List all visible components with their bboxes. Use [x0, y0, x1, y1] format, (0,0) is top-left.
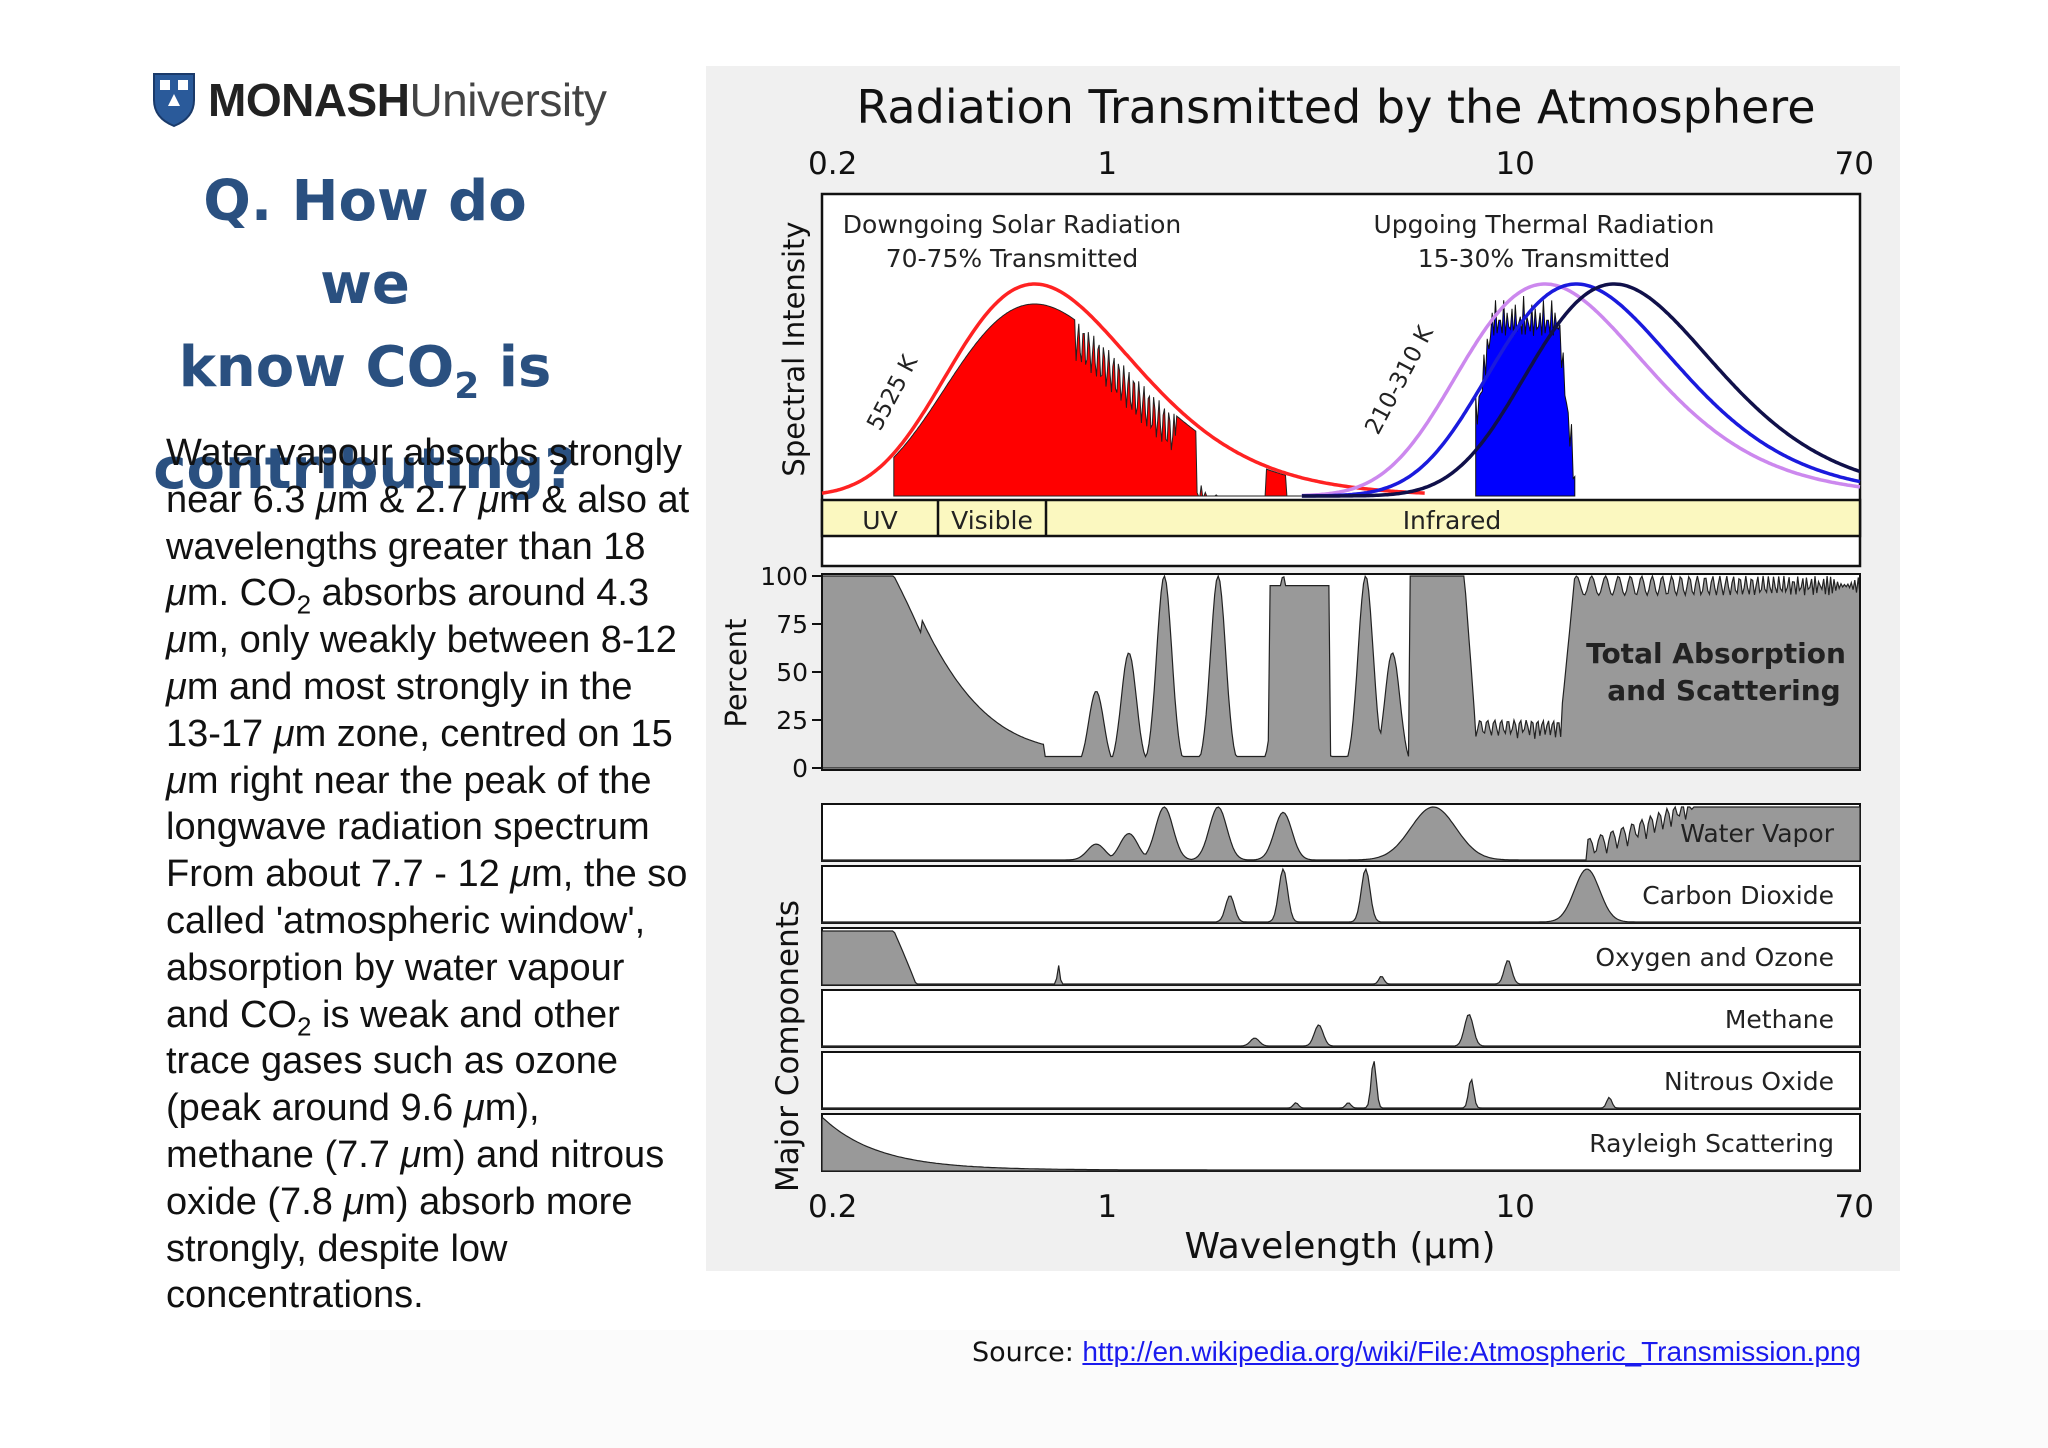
thermal-label-2: 15-30% Transmitted — [1418, 244, 1671, 273]
body-line: strongly, despite low — [166, 1227, 508, 1270]
slide-bottom-shade — [270, 1330, 2048, 1448]
solar-label-2: 70-75% Transmitted — [886, 244, 1139, 273]
percent-tick-label: 25 — [776, 706, 808, 735]
body-line: 13-17 μm zone, centred on 15 — [166, 712, 673, 755]
bottom-tick-label: 10 — [1495, 1189, 1534, 1225]
total-label-2: and Scattering — [1607, 674, 1840, 707]
body-line: longwave radiation spectrum — [166, 806, 650, 849]
component-label: Oxygen and Ozone — [1595, 943, 1834, 972]
component-panel: Carbon Dioxide — [821, 865, 1861, 924]
spectral-intensity-panel: Downgoing Solar Radiation 70-75% Transmi… — [777, 192, 1862, 568]
component-panel: Nitrous Oxide — [821, 1051, 1861, 1110]
component-panel: Methane — [821, 989, 1861, 1048]
major-components-panels: Water Vapor Carbon Dioxide Oxygen and Ozon… — [821, 803, 1861, 1172]
component-frame — [821, 1051, 1861, 1110]
percent-tick-label: 0 — [792, 754, 808, 783]
source-link[interactable]: http://en.wikipedia.org/wiki/File:Atmosp… — [1082, 1336, 1862, 1367]
component-panel: Water Vapor — [821, 803, 1861, 862]
bottom-tick-label: 0.2 — [808, 1189, 857, 1225]
component-absorption-fill — [821, 805, 1861, 862]
percent-tick-label: 75 — [776, 610, 808, 639]
component-absorption-fill — [821, 1061, 1861, 1110]
body-line: called 'atmospheric window', — [166, 899, 646, 942]
bottom-tick-label: 1 — [1097, 1189, 1117, 1225]
spectral-ylabel: Spectral Intensity — [777, 221, 811, 476]
component-frame — [821, 1113, 1861, 1172]
components-ylabel: Major Components — [770, 900, 806, 1192]
body-paragraph: Water vapour absorbs strongly near 6.3 μm… — [166, 430, 721, 1319]
component-absorption-fill — [821, 867, 1861, 924]
body-line: From about 7.7 - 12 μm, the so — [166, 853, 688, 896]
body-line: and CO2 is weak and other — [166, 993, 620, 1042]
component-absorption-fill — [821, 1115, 1861, 1172]
body-line: absorption by water vapour — [166, 946, 625, 989]
component-panel: Oxygen and Ozone — [821, 927, 1861, 986]
component-frame — [821, 927, 1861, 986]
component-label: Nitrous Oxide — [1664, 1067, 1834, 1096]
percent-tick-label: 100 — [760, 562, 808, 591]
body-line: μm. CO2 absorbs around 4.3 — [166, 572, 650, 620]
component-label: Rayleigh Scattering — [1589, 1129, 1834, 1158]
component-label: Carbon Dioxide — [1642, 881, 1834, 910]
source-label: Source: — [972, 1337, 1083, 1368]
component-absorption-fill — [821, 930, 1861, 986]
component-panel: Rayleigh Scattering — [821, 1113, 1861, 1172]
thermal-curve-210k — [1301, 282, 1861, 498]
body-line: near 6.3 μm & 2.7 μm & also at — [166, 478, 690, 521]
xlabel: Wavelength (μm) — [1184, 1226, 1495, 1267]
component-frame — [821, 989, 1861, 1048]
total-absorption-panel: 100 75 50 25 0 Percent Total Absorption and … — [719, 562, 1861, 783]
top-tick-label: 70 — [1835, 146, 1874, 182]
component-label: Water Vapor — [1680, 819, 1834, 848]
body-line: trace gases such as ozone — [166, 1040, 619, 1083]
figure-title: Radiation Transmitted by the Atmosphere — [856, 80, 1815, 134]
solar-label-1: Downgoing Solar Radiation — [843, 210, 1181, 239]
percent-tick-label: 50 — [776, 658, 808, 687]
body-line: oxide (7.8 μm) absorb more — [166, 1180, 633, 1223]
logo-brand: MONASH — [208, 74, 410, 126]
title-line-1: Q. How do we — [203, 169, 527, 317]
shield-crest-icon — [153, 73, 195, 128]
top-tick-label: 10 — [1495, 146, 1534, 182]
component-absorption-fill — [821, 1014, 1861, 1048]
logo-suffix: University — [409, 74, 607, 126]
body-line: (peak around 9.6 μm), — [166, 1087, 540, 1130]
atmosphere-figure: Radiation Transmitted by the Atmosphere … — [706, 66, 1900, 1271]
monash-logo: MONASHUniversity — [150, 68, 607, 132]
solar-transmitted-fill — [893, 303, 1302, 497]
top-tick-label: 1 — [1097, 146, 1117, 182]
top-tick-label: 0.2 — [808, 146, 857, 182]
percent-ylabel: Percent — [719, 618, 753, 727]
band-uv: UV — [862, 506, 897, 535]
source-line: Source: http://en.wikipedia.org/wiki/Fil… — [972, 1336, 1861, 1368]
title-line-3: contributing? — [153, 437, 577, 503]
body-line: methane (7.7 μm) and nitrous — [166, 1133, 665, 1176]
band-infrared: Infrared — [1403, 506, 1502, 535]
title-line-2: know CO2 is — [178, 335, 552, 408]
component-label: Methane — [1725, 1005, 1834, 1034]
slide-title: Q. How do we know CO2 is contributing? — [150, 160, 580, 511]
body-line: μm right near the peak of the — [166, 759, 652, 802]
thermal-transmitted-fill — [1475, 295, 1576, 497]
atmospheric-transmission-chart: Radiation Transmitted by the Atmosphere … — [719, 80, 1874, 1267]
body-line: μm and most strongly in the — [166, 665, 633, 708]
body-line: μm, only weakly between 8-12 — [166, 619, 677, 662]
total-absorption-fill — [821, 574, 1861, 769]
body-line: wavelengths greater than 18 — [166, 525, 646, 568]
body-line: Water vapour absorbs strongly — [166, 432, 683, 474]
solar-blackbody-curve — [821, 282, 1425, 495]
bottom-tick-label: 70 — [1835, 1189, 1874, 1225]
thermal-curve-260k — [1301, 282, 1861, 498]
band-visible: Visible — [951, 506, 1033, 535]
thermal-label-1: Upgoing Thermal Radiation — [1373, 210, 1714, 239]
body-line: concentrations. — [166, 1274, 424, 1317]
total-label-1: Total Absorption — [1586, 637, 1846, 670]
